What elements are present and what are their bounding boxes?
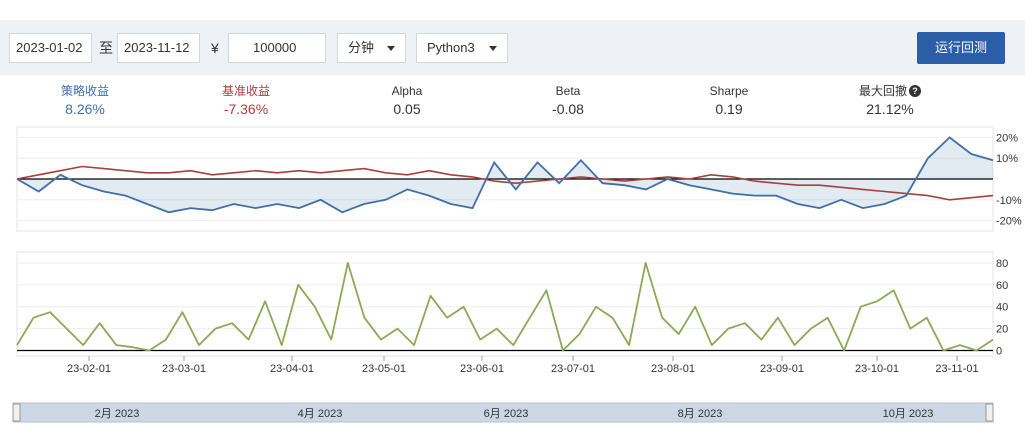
- stat-label: 最大回撤: [858, 84, 907, 98]
- stat-label: Alpha: [391, 84, 423, 98]
- x-tick-label: 23-02-01: [67, 363, 111, 375]
- navigator-left-handle[interactable]: [12, 403, 21, 422]
- language-value: Python3: [427, 40, 475, 55]
- stat-value: 21.12%: [866, 101, 914, 117]
- stat-max-drawdown: 最大回撤? 21.12%: [840, 84, 940, 117]
- to-label: 至: [99, 40, 113, 56]
- volume-y-tick-label: 80: [996, 258, 1008, 270]
- help-icon[interactable]: ?: [909, 85, 921, 97]
- currency-symbol: ¥: [211, 40, 219, 56]
- frequency-select[interactable]: 分钟: [337, 33, 406, 63]
- stat-benchmark-return: 基准收益 -7.36%: [196, 84, 296, 117]
- x-tick-label: 23-07-01: [551, 363, 595, 375]
- returns-y-tick-label: 10%: [996, 153, 1018, 165]
- volume-y-tick-label: 20: [996, 324, 1008, 336]
- x-tick-label: 23-06-01: [460, 363, 504, 375]
- navigator-right-handle[interactable]: [985, 403, 994, 422]
- range-navigator[interactable]: 2月 2023 4月 2023 6月 2023 8月 2023 10月 2023: [12, 402, 994, 423]
- stat-value: 0.05: [393, 101, 421, 117]
- x-tick-label: 23-04-01: [270, 363, 314, 375]
- stat-label-row: 最大回撤?: [840, 84, 940, 99]
- volume-series-line: [16, 261, 994, 352]
- x-tick-label: 23-09-01: [760, 363, 804, 375]
- backtest-toolbar: 2023-01-02 至 2023-11-12 ¥ 100000 分钟 Pyth…: [0, 20, 1025, 75]
- volume-y-tick-label: 0: [996, 346, 1002, 358]
- volume-chart: 80 60 40 20 0 23-02-01 23-03-01 23-04-01 23-05-0…: [16, 251, 1008, 375]
- stat-label: 策略收益: [60, 84, 109, 98]
- capital-input[interactable]: 100000: [228, 33, 326, 63]
- volume-plot-frame: [16, 251, 994, 357]
- stat-beta: Beta -0.08: [518, 84, 618, 117]
- navigator-label: 10月 2023: [883, 408, 934, 420]
- strategy-series-line: [16, 136, 994, 214]
- stat-label: Beta: [555, 84, 581, 98]
- language-select[interactable]: Python3: [416, 33, 508, 63]
- stat-alpha: Alpha 0.05: [357, 84, 457, 117]
- stat-label: 基准收益: [221, 84, 270, 98]
- x-tick-label: 23-10-01: [855, 363, 899, 375]
- x-tick-label: 23-08-01: [651, 363, 695, 375]
- navigator-label: 8月 2023: [678, 408, 723, 420]
- returns-y-tick-label: -10%: [996, 195, 1022, 207]
- volume-y-tick-label: 40: [996, 302, 1008, 314]
- x-tick-label: 23-11-01: [935, 363, 978, 375]
- stat-strategy-return: 策略收益 8.26%: [35, 84, 135, 117]
- returns-chart: 20% 10% -10% -20%: [16, 126, 1022, 232]
- strategy-area: [17, 137, 993, 213]
- end-date-input[interactable]: 2023-11-12: [117, 33, 200, 63]
- navigator-label: 6月 2023: [484, 408, 529, 420]
- returns-y-tick-label: 20%: [996, 132, 1018, 144]
- stat-value: -7.36%: [223, 101, 269, 117]
- chevron-down-icon: [489, 46, 497, 51]
- frequency-value: 分钟: [348, 40, 375, 55]
- run-backtest-button[interactable]: 运行回测: [917, 32, 1005, 64]
- top-tab-bar: [0, 0, 1025, 20]
- stat-sharpe: Sharpe 0.19: [679, 84, 779, 117]
- chevron-down-icon: [387, 46, 395, 51]
- benchmark-series-line: [16, 165, 994, 201]
- navigator-label: 2月 2023: [95, 408, 140, 420]
- x-tick-label: 23-05-01: [362, 363, 406, 375]
- stat-label: Sharpe: [709, 84, 749, 98]
- navigator-label: 4月 2023: [298, 408, 343, 420]
- x-tick-label: 23-03-01: [162, 363, 206, 375]
- stat-value: 0.19: [715, 101, 743, 117]
- start-date-input[interactable]: 2023-01-02: [9, 33, 92, 63]
- stat-value: 8.26%: [65, 101, 105, 117]
- returns-y-tick-label: -20%: [996, 216, 1022, 228]
- volume-y-tick-label: 60: [996, 280, 1008, 292]
- stat-value: -0.08: [552, 101, 584, 117]
